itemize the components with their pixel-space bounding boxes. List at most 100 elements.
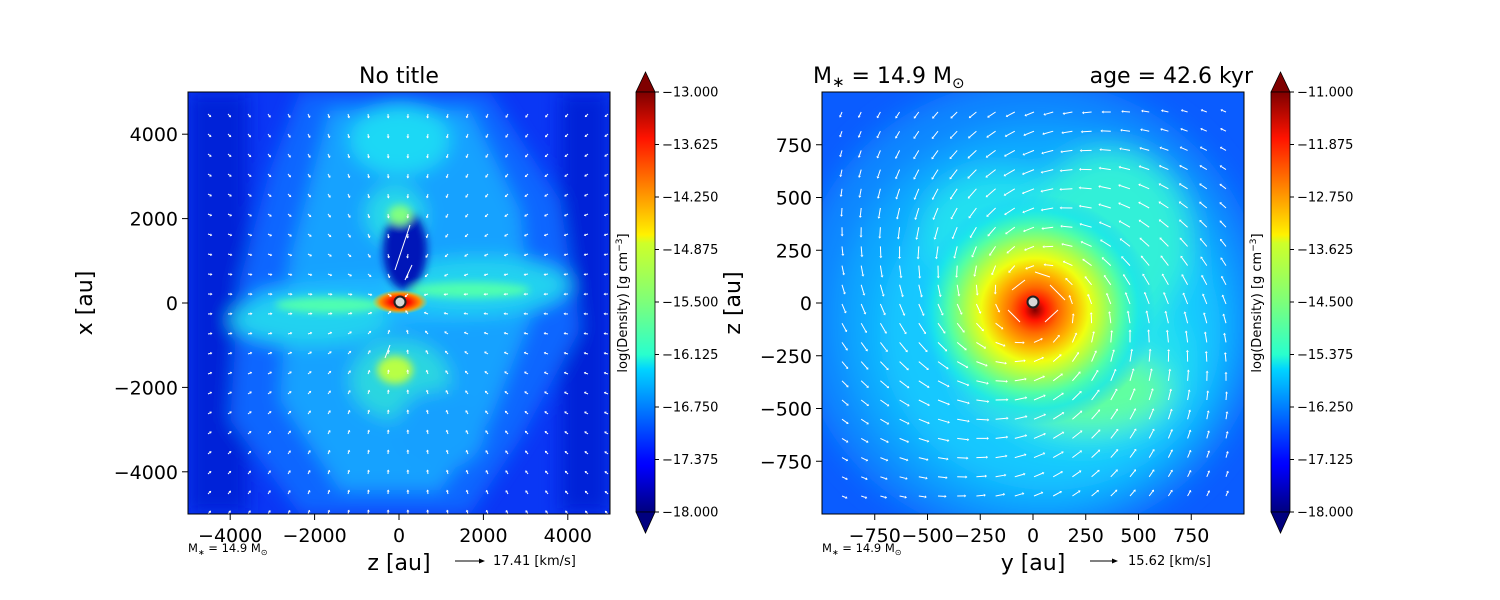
left-velocity-arrow <box>426 489 430 495</box>
right-velocity-arrow <box>1033 356 1044 363</box>
left-velocity-arrow <box>603 312 609 316</box>
left-velocity-arrow <box>584 490 589 495</box>
right-velocity-arrow <box>967 188 977 199</box>
right-velocity-arrow <box>880 342 888 353</box>
left-velocity-arrow <box>367 213 371 219</box>
left-velocity-arrow <box>525 470 529 475</box>
left-velocity-arrow <box>386 213 390 219</box>
left-velocity-arrow <box>443 311 449 315</box>
left-velocity-arrow <box>347 153 351 159</box>
left-x-axis-label: z [au] <box>367 551 430 576</box>
right-velocity-arrow <box>1103 274 1112 286</box>
left-velocity-arrow <box>505 113 509 118</box>
left-velocity-arrow <box>347 429 351 435</box>
left-velocity-arrow <box>504 213 509 217</box>
left-velocity-arrow <box>287 173 291 178</box>
right-velocity-arrow <box>949 150 958 160</box>
left-velocity-arrow <box>247 312 253 316</box>
left-velocity-arrow <box>386 133 390 139</box>
left-velocity-arrow <box>347 469 351 475</box>
left-velocity-arrow <box>267 213 272 217</box>
right-velocity-arrow <box>976 399 990 403</box>
left-velocity-arrow <box>386 449 390 455</box>
left-velocity-arrow <box>604 490 609 495</box>
left-velocity-arrow <box>464 253 469 257</box>
right-velocity-arrow <box>880 418 890 425</box>
right-velocity-arrow <box>1081 111 1092 115</box>
left-velocity-arrow <box>445 370 449 375</box>
left-velocity-arrow <box>327 292 333 296</box>
left-velocity-arrow <box>603 292 609 296</box>
left-velocity-arrow <box>465 113 469 119</box>
right-velocity-arrow <box>1110 330 1114 343</box>
right-velocity-arrow <box>1098 185 1111 190</box>
right-velocity-arrow <box>1040 207 1054 212</box>
left-velocity-arrow <box>484 253 489 257</box>
left-velocity-arrow <box>463 273 469 277</box>
right-velocity-arrow <box>1158 201 1169 209</box>
right-velocity-arrow <box>976 380 989 385</box>
left-velocity-arrow <box>524 371 529 375</box>
left-velocity-arrow <box>327 312 333 316</box>
right-velocity-arrow <box>1219 165 1227 171</box>
left-velocity-arrow <box>227 173 232 177</box>
right-velocity-arrow <box>1206 390 1210 401</box>
right-velocity-arrow <box>913 150 920 160</box>
right-velocity-arrow <box>1014 377 1027 382</box>
right-velocity-arrow <box>1187 489 1192 497</box>
left-velocity-arrow <box>287 490 291 495</box>
left-velocity-arrow <box>484 371 489 375</box>
right-velocity-arrow <box>987 111 996 118</box>
right-velocity-arrow <box>915 227 920 240</box>
left-y-tick-label: 4000 <box>130 124 178 146</box>
left-velocity-arrow <box>425 350 429 355</box>
left-velocity-arrow <box>347 173 351 179</box>
left-velocity-arrow <box>544 411 549 415</box>
left-velocity-arrow <box>367 193 371 199</box>
left-velocity-arrow <box>406 349 410 355</box>
right-velocity-arrow <box>957 475 968 479</box>
left-velocity-arrow <box>425 253 429 258</box>
left-velocity-arrow <box>267 233 273 237</box>
right-velocity-arrow <box>1224 371 1228 381</box>
right-velocity-arrow <box>1199 201 1208 209</box>
left-velocity-arrow <box>247 490 251 495</box>
left-velocity-arrow <box>484 233 489 237</box>
left-velocity-arrow <box>584 431 589 435</box>
right-velocity-arrow <box>1199 219 1208 228</box>
left-velocity-arrow <box>307 292 313 296</box>
left-velocity-arrow <box>406 469 410 475</box>
right-velocity-arrow <box>985 188 996 198</box>
right-velocity-arrow <box>1180 127 1188 132</box>
left-velocity-arrow <box>484 351 489 355</box>
left-velocity-arrow <box>207 351 213 355</box>
left-velocity-arrow <box>505 470 509 475</box>
left-colorbar-tick-label: −15.500 <box>662 296 718 311</box>
right-velocity-arrow <box>1129 448 1137 458</box>
left-velocity-arrow <box>367 293 373 297</box>
left-velocity-arrow <box>307 253 312 257</box>
right-velocity-arrow <box>1033 471 1045 478</box>
left-velocity-arrow <box>485 113 489 119</box>
right-velocity-arrow <box>1052 354 1062 362</box>
left-velocity-arrow <box>524 213 529 217</box>
left-colorbar-tick-label: −18.000 <box>662 506 718 521</box>
left-velocity-arrow <box>405 310 409 315</box>
left-velocity-arrow <box>524 391 529 395</box>
right-velocity-arrow <box>957 399 970 405</box>
right-velocity-arrow <box>918 437 930 443</box>
right-velocity-arrow <box>841 418 849 425</box>
right-velocity-arrow <box>839 150 843 158</box>
right-velocity-arrow <box>937 284 942 298</box>
right-velocity-arrow <box>950 207 958 220</box>
right-velocity-arrow <box>1220 109 1227 113</box>
left-velocity-arrow <box>445 193 449 199</box>
left-velocity-arrow <box>504 193 509 198</box>
left-velocity-arrow <box>307 470 311 475</box>
right-velocity-arrow <box>1071 352 1080 362</box>
left-velocity-arrow <box>367 449 370 455</box>
right-velocity-arrow <box>951 227 958 240</box>
right-velocity-arrow <box>1091 369 1099 382</box>
left-velocity-arrow <box>406 153 410 159</box>
